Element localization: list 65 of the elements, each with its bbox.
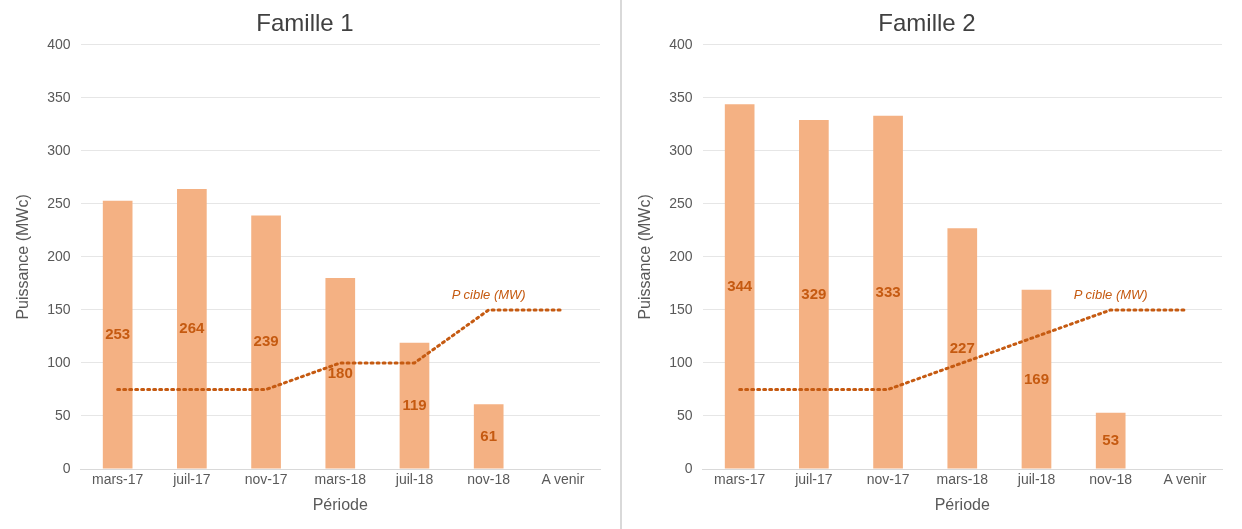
x-tick-label: nov-17	[244, 471, 288, 488]
bar	[799, 120, 829, 469]
x-tick-label: nov-18	[467, 471, 511, 488]
data-label: 227	[949, 338, 975, 356]
y-tick-label: 150	[669, 300, 693, 317]
x-tick-label: mars-17	[91, 471, 144, 488]
bar	[102, 200, 133, 469]
bar	[1021, 289, 1052, 469]
y-tick-label: 250	[669, 194, 693, 211]
data-label: 333	[875, 282, 901, 300]
x-tick-label: juil-18	[1016, 471, 1056, 488]
y-tick-label: 200	[669, 247, 693, 264]
y-tick-label: 400	[47, 35, 71, 52]
data-label: 180	[327, 363, 353, 381]
line-series	[738, 308, 1187, 391]
data-label: 53	[1102, 431, 1120, 449]
x-tick-label: nov-17	[866, 471, 910, 488]
y-tick-label: 300	[669, 141, 693, 158]
chart-title: Famille 1	[256, 9, 354, 37]
y-tick-label: 0	[684, 459, 693, 476]
data-label: 119	[402, 396, 427, 414]
data-label: 344	[727, 276, 753, 294]
bar	[473, 404, 504, 469]
y-axis-title: Puissance (MWc)	[14, 194, 32, 320]
y-tick-label: 50	[676, 406, 693, 423]
bar	[325, 278, 356, 469]
data-label: 264	[179, 319, 206, 337]
data-label: 329	[801, 284, 827, 302]
y-tick-label: 300	[47, 141, 71, 158]
y-tick-label: 350	[47, 88, 71, 105]
y-tick-label: 200	[47, 247, 71, 264]
bar	[1095, 412, 1126, 469]
x-axis-title: Période	[312, 495, 368, 513]
x-tick-label: A venir	[1163, 471, 1207, 488]
x-tick-label: mars-18	[314, 471, 367, 488]
bar	[177, 189, 207, 469]
y-axis-title: Puissance (MWc)	[636, 194, 654, 320]
bar	[873, 115, 903, 469]
data-label: 61	[480, 426, 498, 444]
y-tick-label: 350	[669, 88, 693, 105]
x-tick-label: mars-17	[713, 471, 766, 488]
y-tick-label: 100	[47, 353, 71, 370]
data-label: 239	[253, 332, 279, 350]
series-label: P cible (MW)	[1073, 287, 1148, 303]
data-label: 169	[1023, 369, 1049, 387]
x-tick-label: A venir	[541, 471, 585, 488]
x-tick-label: juil-17	[794, 471, 833, 488]
data-label: 253	[105, 324, 131, 342]
chart-title: Famille 2	[878, 9, 976, 37]
y-tick-label: 0	[62, 459, 71, 476]
y-tick-label: 250	[47, 194, 71, 211]
y-tick-label: 150	[47, 300, 71, 317]
y-tick-label: 100	[669, 353, 693, 370]
bar	[724, 104, 755, 469]
bar	[947, 228, 978, 469]
y-tick-label: 50	[54, 406, 71, 423]
bar	[399, 342, 430, 469]
x-tick-label: juil-17	[172, 471, 211, 488]
x-axis-title: Période	[934, 495, 990, 513]
y-tick-label: 400	[669, 35, 693, 52]
x-tick-label: juil-18	[394, 471, 434, 488]
x-tick-label: nov-18	[1089, 471, 1133, 488]
series-label: P cible (MW)	[451, 287, 526, 303]
bar	[251, 215, 281, 469]
x-tick-label: mars-18	[936, 471, 989, 488]
